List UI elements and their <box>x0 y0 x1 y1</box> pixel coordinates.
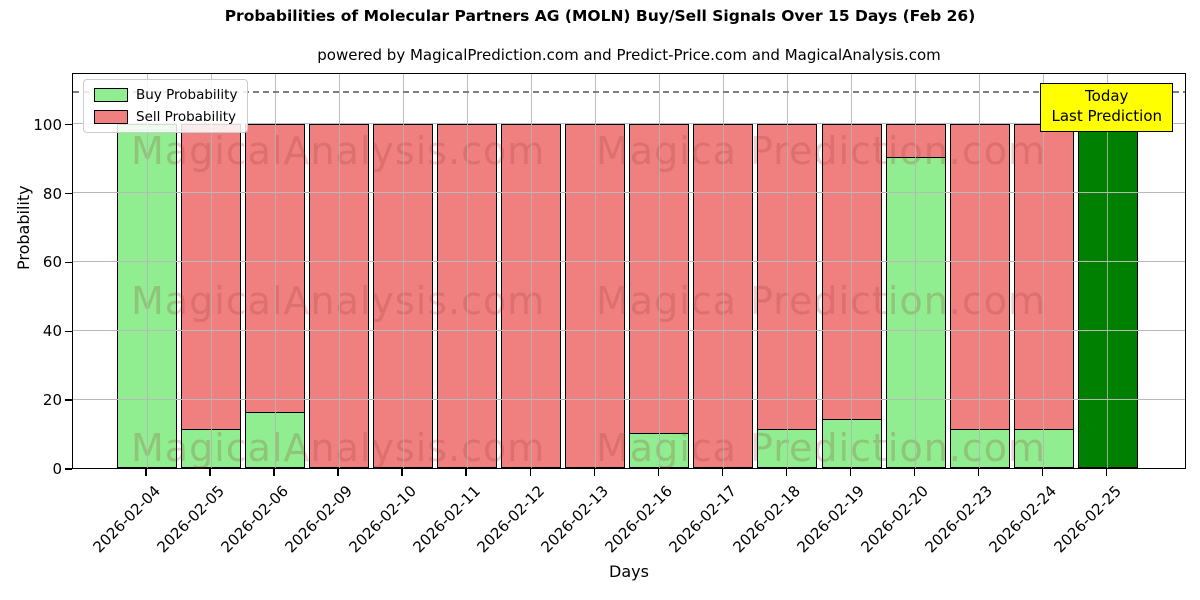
x-tick-label-text: 2026-02-05 <box>153 482 228 557</box>
watermark-text: MagicalAnalysis.com <box>131 129 546 173</box>
x-tick-mark <box>273 469 275 476</box>
vertical-gridline <box>1043 74 1045 468</box>
vertical-gridline <box>658 74 660 468</box>
legend-entry-buy: Buy Probability <box>94 87 237 103</box>
x-tick-mark <box>977 469 980 476</box>
today-annotation-line2: Last Prediction <box>1051 107 1162 126</box>
x-tick-label-text: 2026-02-23 <box>921 482 997 557</box>
y-tick-mark <box>65 399 72 401</box>
x-tick-mark <box>145 469 147 476</box>
x-tick-label-text: 2026-02-12 <box>473 482 548 557</box>
vertical-gridline <box>530 74 532 468</box>
watermark-text: MagicalAnalysis.com <box>131 426 546 470</box>
x-tick-label-text: 2026-02-19 <box>793 482 869 557</box>
vertical-gridline <box>402 74 404 468</box>
x-tick-label-text: 2026-02-06 <box>217 482 292 557</box>
x-tick-label-text: 2026-02-11 <box>409 482 484 557</box>
y-tick-label: 100 <box>33 115 62 134</box>
vertical-gridline <box>210 74 212 468</box>
x-tick-label-text: 2026-02-18 <box>729 482 805 557</box>
watermark-text: Magica Prediction.com <box>596 129 1047 173</box>
x-axis-label: Days <box>609 562 649 581</box>
x-tick-mark <box>1105 469 1108 476</box>
horizontal-gridline <box>73 123 1185 125</box>
chart-title: Probabilities of Molecular Partners AG (… <box>224 7 976 25</box>
y-tick-label: 80 <box>42 184 62 203</box>
plot-area: Buy Probability Sell Probability Today L… <box>72 73 1186 470</box>
horizontal-gridline <box>73 329 1185 331</box>
y-tick-label: 40 <box>42 322 62 341</box>
x-tick-mark <box>785 469 788 476</box>
vertical-gridline <box>338 74 340 468</box>
y-tick-mark <box>65 330 72 332</box>
vertical-gridline <box>722 74 724 468</box>
horizontal-gridline <box>73 260 1185 262</box>
vertical-gridline <box>274 74 276 468</box>
watermark-text: Magica Prediction.com <box>596 426 1047 470</box>
x-tick-mark <box>465 469 467 476</box>
x-tick-label-text: 2026-02-20 <box>857 482 933 557</box>
x-tick-mark <box>849 469 852 476</box>
x-tick-label-text: 2026-02-16 <box>601 482 677 557</box>
x-tick-label-text: 2026-02-04 <box>89 482 164 557</box>
x-tick-label-text: 2026-02-10 <box>345 482 420 557</box>
horizontal-gridline <box>73 192 1185 194</box>
x-tick-label-text: 2026-02-17 <box>665 482 741 557</box>
today-annotation-line1: Today <box>1085 87 1129 105</box>
legend-entry-sell: Sell Probability <box>94 109 237 125</box>
vertical-gridline <box>146 74 148 468</box>
x-tick-label-text: 2026-02-13 <box>537 482 613 557</box>
vertical-gridline <box>1107 74 1109 468</box>
chart-subtitle: powered by MagicalPrediction.com and Pre… <box>317 46 941 64</box>
y-tick-mark <box>65 123 72 126</box>
x-tick-mark <box>721 469 724 476</box>
y-tick-mark <box>65 192 72 195</box>
vertical-gridline <box>851 74 852 468</box>
x-tick-mark <box>529 469 532 476</box>
vertical-gridline <box>915 74 917 468</box>
horizontal-gridline <box>73 398 1185 400</box>
y-tick-label: 60 <box>42 253 62 272</box>
x-tick-mark <box>209 469 211 476</box>
vertical-gridline <box>466 74 468 468</box>
y-tick-mark <box>65 261 72 264</box>
x-tick-mark <box>913 469 916 476</box>
y-tick-mark <box>65 468 72 470</box>
x-tick-mark <box>1041 469 1044 476</box>
x-tick-label-text: 2026-02-09 <box>281 482 356 557</box>
y-tick-label: 20 <box>42 391 62 410</box>
vertical-gridline <box>979 74 981 468</box>
watermark-text: Magica Prediction.com <box>596 279 1047 323</box>
vertical-gridline <box>594 74 596 468</box>
x-tick-mark <box>337 469 339 476</box>
x-tick-mark <box>593 469 596 476</box>
vertical-gridline <box>786 74 788 468</box>
sell-color-swatch <box>94 110 128 124</box>
x-tick-label-text: 2026-02-24 <box>985 482 1061 557</box>
dashed-guide-line <box>73 91 1185 93</box>
legend-label-sell: Sell Probability <box>136 109 237 125</box>
buy-color-swatch <box>94 88 128 102</box>
x-tick-label-text: 2026-02-25 <box>1050 482 1125 557</box>
legend-label-buy: Buy Probability <box>136 87 238 103</box>
x-tick-mark <box>401 469 403 476</box>
watermark-text: MagicalAnalysis.com <box>131 279 546 323</box>
legend: Buy Probability Sell Probability <box>83 79 249 133</box>
x-tick-mark <box>657 469 660 476</box>
today-annotation-box: Today Last Prediction <box>1040 83 1173 132</box>
y-tick-label: 0 <box>52 460 62 478</box>
